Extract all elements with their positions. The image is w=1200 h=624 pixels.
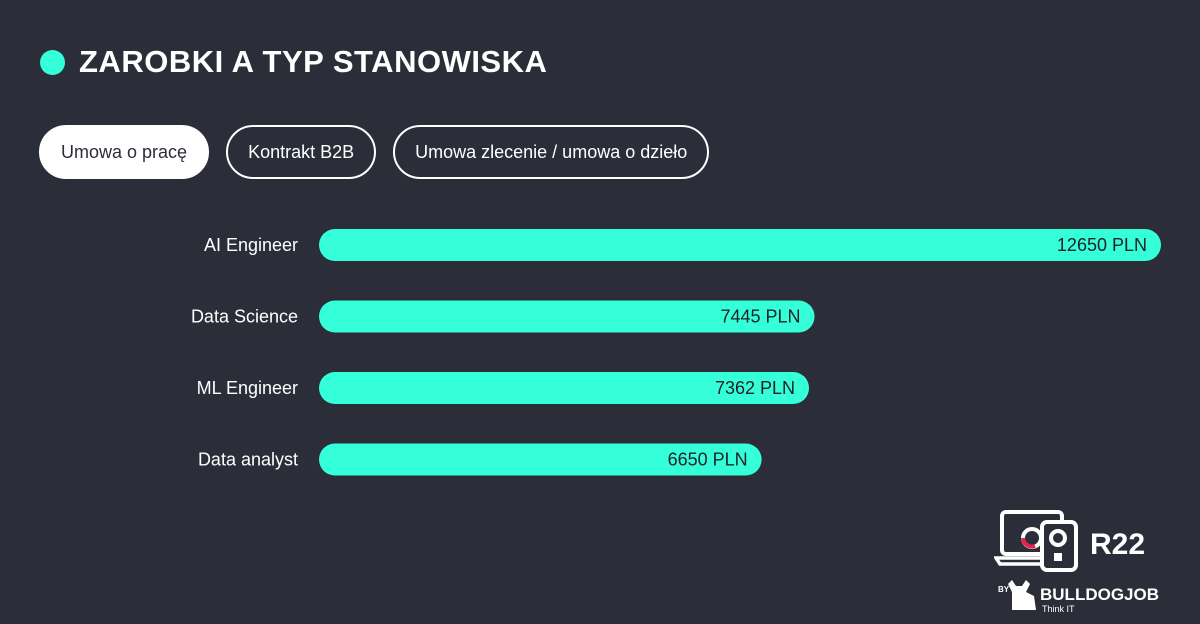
bar-ml-engineer [319,372,810,404]
value-label-ml-engineer: 7362 PLN [715,378,795,398]
value-label-ai-engineer: 12650 PLN [1057,235,1147,255]
chart-header: ZAROBKI A TYP STANOWISKA [40,44,547,80]
tab-umowa-zlecenie[interactable]: Umowa zlecenie / umowa o dzieło [393,125,710,179]
bulldog-icon [1008,580,1036,610]
bar-ai-engineer [319,229,1161,261]
bar-data-science [319,300,815,333]
brand-tagline: Think IT [1042,604,1075,614]
contract-type-tabs: Umowa o pracę Kontrakt B2B Umowa zleceni… [39,125,726,179]
salary-bar-chart: AI Engineer 12650 PLN Data Science 7445 PLN… [191,229,1161,476]
category-label-data-science: Data Science [191,307,298,327]
logo-by: BY [998,585,1010,594]
brand-name: BULLDOGJOB [1040,585,1159,604]
r22-badge: R22 [1090,528,1145,561]
value-label-data-analyst: 6650 PLN [668,450,748,470]
value-label-data-science: 7445 PLN [720,307,800,327]
accent-dot-icon [40,49,65,75]
chart-title: ZAROBKI A TYP STANOWISKA [79,44,548,79]
category-label-ml-engineer: ML Engineer [197,378,298,398]
category-label-data-analyst: Data analyst [198,450,298,470]
category-label-ai-engineer: AI Engineer [204,235,298,255]
tab-umowa-o-prace[interactable]: Umowa o pracę [39,125,210,179]
tab-kontrakt-b2b[interactable]: Kontrakt B2B [226,125,377,179]
r22-bulldogjob-logo: R22 BY BULLDOGJOB Think IT [994,510,1159,614]
bar-data-analyst [319,443,762,476]
